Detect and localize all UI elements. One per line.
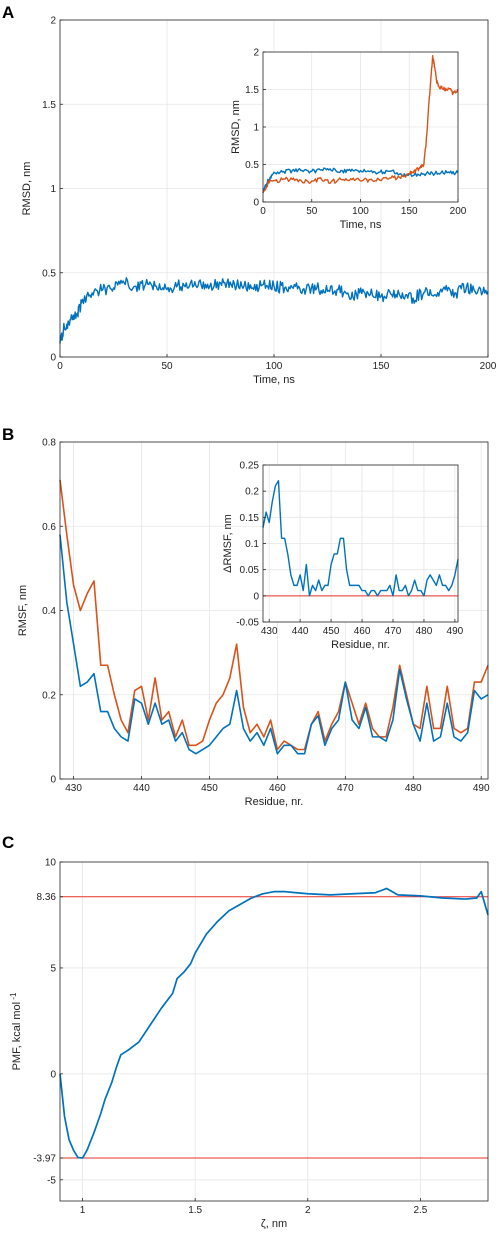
rmsd-main-xtick-label: 100 <box>266 361 283 372</box>
rmsd-inset-xtick-label: 200 <box>450 206 467 217</box>
rmsd-inset-series-blue <box>262 167 459 194</box>
pmf-main-frame <box>59 861 489 1202</box>
rmsf-main-xtick-label: 450 <box>201 783 218 794</box>
rmsd-inset-ylabel: RMSD, nm <box>230 100 242 154</box>
pmf-main-xtick-label: 1 <box>80 1205 86 1216</box>
rmsf-main-xtick-label: 470 <box>337 783 354 794</box>
pmf-main-series-blue <box>59 887 489 1159</box>
rmsf-main-ytick-label: 0.2 <box>42 690 56 701</box>
panel-label-a: A <box>2 3 14 22</box>
rmsd-main-xtick-label: 150 <box>373 361 390 372</box>
rmsd-inset-xtick-label: 100 <box>352 206 369 217</box>
rmsd-inset-chart: 0 50 100 150 200 0 0.5 1 1.5 2 Time, ns RMSD, nm <box>230 48 467 232</box>
drmsf-inset-ytick-label: -0.05 <box>236 618 259 629</box>
rmsd-main-series-blue <box>59 277 489 344</box>
pmf-main-ytick-label: 5 <box>50 963 56 974</box>
rmsf-main-series-blue <box>59 534 489 755</box>
rmsd-main-ytick-label: 2 <box>50 16 56 27</box>
drmsf-inset-ytick-label: 0.2 <box>245 487 259 498</box>
drmsf-inset-ylabel: ΔRMSF, nm <box>222 514 234 573</box>
rmsd-inset-ytick-label: 1 <box>253 123 259 134</box>
pmf-main-xtick-label: 1.5 <box>188 1205 202 1216</box>
panel-label-c: C <box>2 833 14 852</box>
pmf-main-chart: 1 1.5 2 2.5 -5 -3.97 0 5 8.36 10 ζ, nm PMF, kcal mo… <box>9 858 489 1230</box>
drmsf-inset-ytick-label: 0.05 <box>240 565 260 576</box>
drmsf-inset-xtick-label: 460 <box>354 626 371 637</box>
rmsf-main-xlabel: Residue, nr. <box>245 796 304 808</box>
rmsd-main-xlabel: Time, ns <box>253 374 295 386</box>
rmsd-main-xtick-label: 0 <box>57 361 63 372</box>
rmsf-main-xtick-label: 430 <box>65 783 82 794</box>
rmsd-inset-xtick-label: 150 <box>401 206 418 217</box>
rmsf-main-ytick-label: 0.4 <box>42 606 56 617</box>
pmf-main-ytick-label: 0 <box>50 1069 56 1080</box>
drmsf-inset-xtick-label: 440 <box>292 626 309 637</box>
rmsd-inset-series-orange <box>262 55 459 194</box>
rmsd-inset-xlabel: Time, ns <box>340 219 382 231</box>
rmsf-main-series-orange <box>59 479 489 751</box>
pmf-main-ylabel-sup: -1 <box>9 992 18 1002</box>
rmsd-main-ytick-label: 1.5 <box>42 100 56 111</box>
rmsd-inset-ytick-label: 0 <box>253 198 259 209</box>
pmf-main-background <box>60 862 488 1201</box>
drmsf-inset-ytick-label: 0.15 <box>240 513 260 524</box>
rmsd-inset-xtick-label: 50 <box>306 206 318 217</box>
pmf-main-xtick-label: 2 <box>305 1205 311 1216</box>
rmsf-main-xtick-label: 460 <box>269 783 286 794</box>
rmsf-main-xtick-label: 440 <box>133 783 150 794</box>
drmsf-inset-xtick-label: 490 <box>447 626 464 637</box>
pmf-main-ylabel: PMF, kcal mol -1 <box>9 992 23 1070</box>
drmsf-inset-ytick-label: 0 <box>253 591 259 602</box>
rmsd-inset-ytick-label: 2 <box>253 48 259 59</box>
drmsf-inset-xtick-label: 430 <box>261 626 278 637</box>
pmf-main-xlabel: ζ, nm <box>261 1218 287 1230</box>
drmsf-inset-chart: 430 440 450 460 470 480 490 -0.05 0 0.05 0.1 0.15 0.… <box>222 461 464 652</box>
rmsf-main-ytick-label: 0.6 <box>42 522 56 533</box>
rmsd-main-ytick-label: 0 <box>50 353 56 364</box>
rmsd-main-ytick-label: 1 <box>50 184 56 195</box>
pmf-main-xtick-label: 2.5 <box>413 1205 427 1216</box>
drmsf-inset-xlabel: Residue, nr. <box>331 639 390 651</box>
drmsf-inset-ytick-label: 0.1 <box>245 539 259 550</box>
rmsd-inset-xtick-label: 0 <box>260 206 266 217</box>
drmsf-inset-xtick-label: 470 <box>385 626 402 637</box>
rmsf-main-ytick-label: 0.8 <box>42 438 56 449</box>
rmsd-inset-ytick-label: 1.5 <box>245 85 259 96</box>
rmsd-main-ytick-label: 0.5 <box>42 268 56 279</box>
rmsd-main-ylabel: RMSD, nm <box>21 162 33 216</box>
panel-label-b: B <box>2 425 14 444</box>
drmsf-inset-xtick-label: 450 <box>323 626 340 637</box>
rmsf-main-xtick-label: 490 <box>473 783 490 794</box>
pmf-main-ytick-label: 8.36 <box>37 892 57 903</box>
rmsd-main-xtick-label: 50 <box>161 361 173 372</box>
rmsf-main-xtick-label: 480 <box>405 783 422 794</box>
drmsf-inset-xtick-label: 480 <box>416 626 433 637</box>
pmf-main-ytick-label: -5 <box>47 1175 56 1186</box>
drmsf-inset-ytick-label: 0.25 <box>240 461 260 472</box>
rmsd-main-xtick-label: 200 <box>480 361 497 372</box>
pmf-main-ytick-label: 10 <box>45 858 57 869</box>
rmsd-inset-ytick-label: 0.5 <box>245 160 259 171</box>
rmsf-main-ylabel: RMSF, nm <box>17 585 29 636</box>
rmsf-main-ytick-label: 0 <box>50 775 56 786</box>
pmf-main-ytick-label: -3.97 <box>33 1153 56 1164</box>
drmsf-inset-series-blue <box>262 480 459 597</box>
